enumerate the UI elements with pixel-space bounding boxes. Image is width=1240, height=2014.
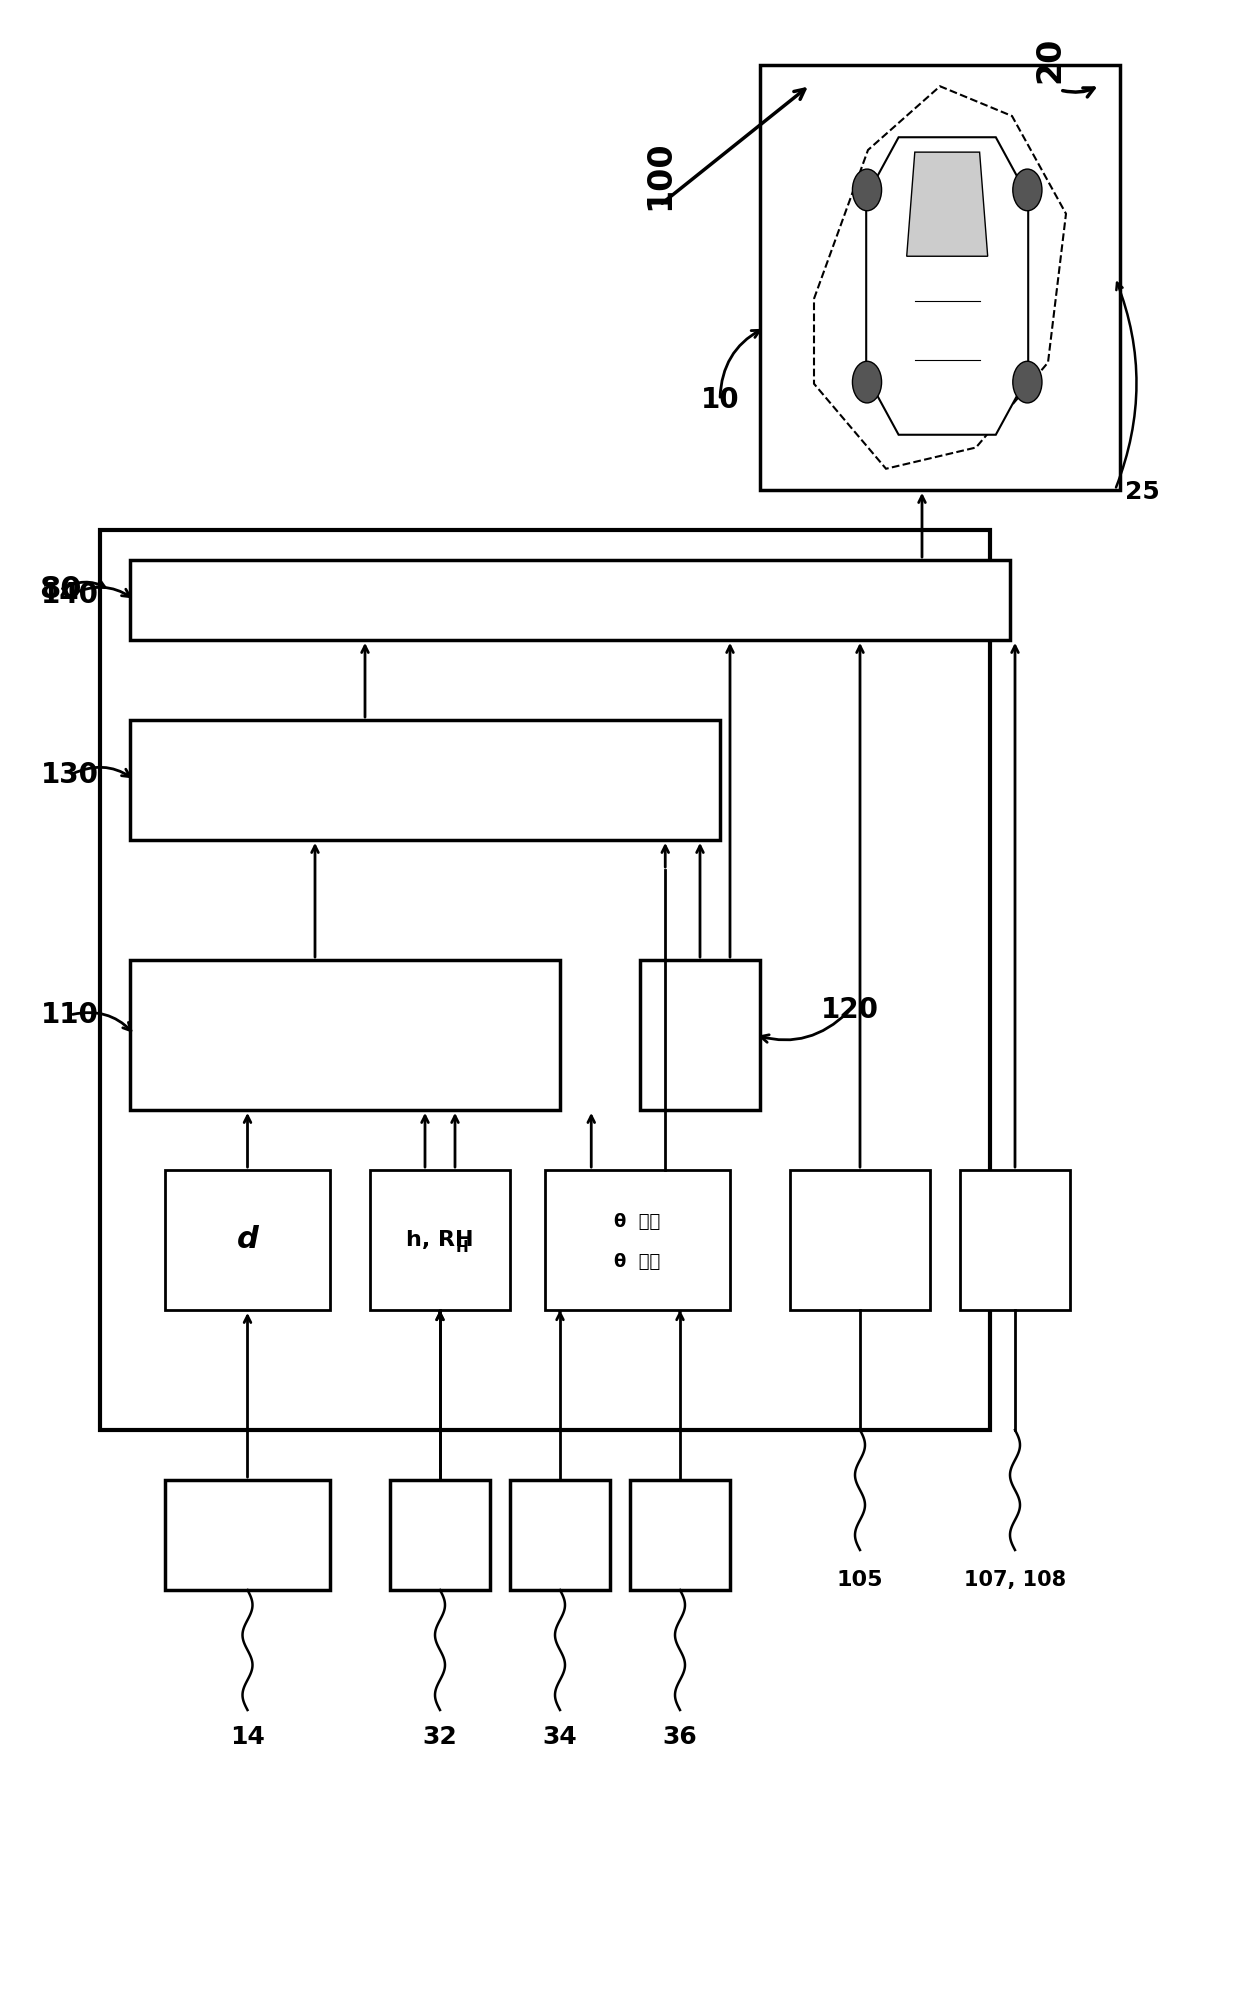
Polygon shape bbox=[867, 137, 1028, 435]
Ellipse shape bbox=[852, 169, 882, 211]
Bar bbox=[640, 961, 760, 1110]
Text: 14: 14 bbox=[231, 1726, 265, 1748]
Text: 110: 110 bbox=[41, 1001, 99, 1029]
Bar bbox=[370, 1170, 510, 1309]
Bar bbox=[760, 64, 1120, 489]
Text: 36: 36 bbox=[662, 1726, 697, 1748]
Bar bbox=[165, 1170, 330, 1309]
Text: 10: 10 bbox=[701, 387, 739, 415]
Polygon shape bbox=[906, 153, 988, 256]
Text: 107, 108: 107, 108 bbox=[963, 1571, 1066, 1589]
Text: 34: 34 bbox=[543, 1726, 578, 1748]
Text: h, RH: h, RH bbox=[407, 1231, 474, 1251]
Ellipse shape bbox=[1013, 361, 1042, 403]
Ellipse shape bbox=[852, 361, 882, 403]
Text: θ  俧仰: θ 俧仰 bbox=[614, 1212, 661, 1231]
Bar bbox=[130, 961, 560, 1110]
Bar bbox=[630, 1480, 730, 1589]
Text: 105: 105 bbox=[837, 1571, 883, 1589]
Text: H: H bbox=[455, 1241, 469, 1255]
Text: θ  侧倾: θ 侧倾 bbox=[614, 1253, 661, 1271]
Text: d: d bbox=[237, 1225, 258, 1255]
Bar bbox=[130, 719, 720, 840]
Text: 80: 80 bbox=[38, 576, 82, 604]
Text: 130: 130 bbox=[41, 761, 99, 789]
Bar bbox=[100, 530, 990, 1430]
Text: 140: 140 bbox=[41, 580, 99, 608]
Text: 120: 120 bbox=[821, 997, 879, 1023]
Bar bbox=[165, 1480, 330, 1589]
Bar bbox=[960, 1170, 1070, 1309]
Bar bbox=[130, 560, 1011, 640]
Text: 32: 32 bbox=[423, 1726, 458, 1748]
Bar bbox=[790, 1170, 930, 1309]
Bar bbox=[546, 1170, 730, 1309]
Text: 25: 25 bbox=[1125, 479, 1159, 504]
Text: 100: 100 bbox=[644, 141, 677, 209]
Bar bbox=[391, 1480, 490, 1589]
Ellipse shape bbox=[1013, 169, 1042, 211]
Bar bbox=[510, 1480, 610, 1589]
Text: 20: 20 bbox=[1033, 36, 1066, 83]
